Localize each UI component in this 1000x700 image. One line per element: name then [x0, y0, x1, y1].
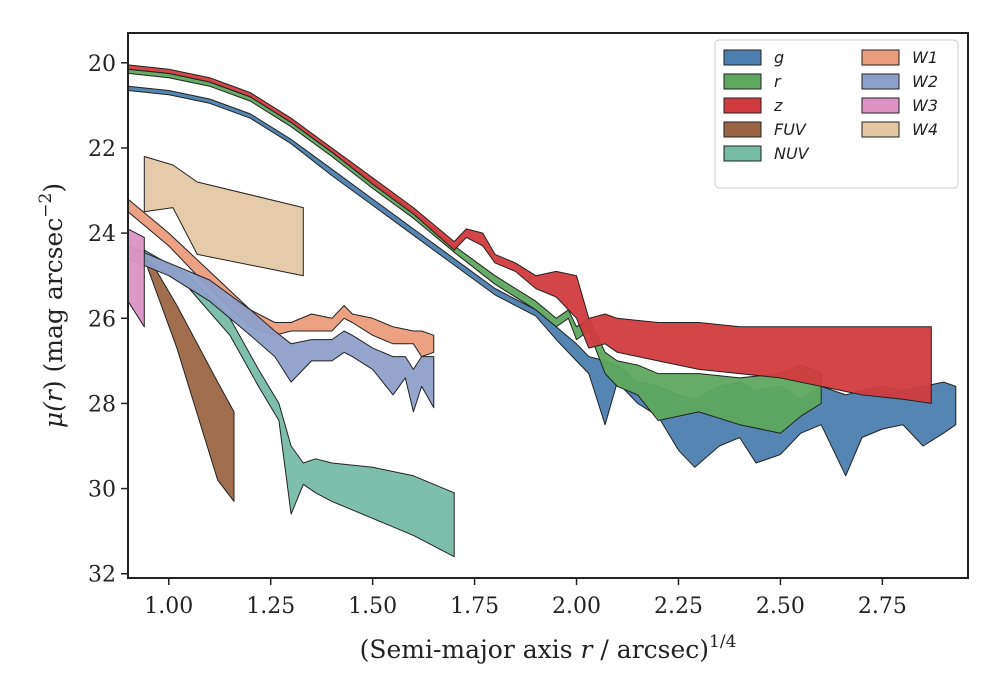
- x-tick-label: 2.00: [552, 594, 601, 619]
- legend-swatch: [861, 49, 900, 66]
- band-nuv: [143, 249, 455, 558]
- legend-swatch: [723, 73, 762, 90]
- x-axis-ticks: 1.00 1.25 1.50 1.75 2.00 2.25 2.50 2.75: [144, 578, 907, 619]
- y-tick-label: 26: [88, 307, 116, 332]
- y-tick-label: 30: [88, 478, 116, 503]
- legend-label: W4: [912, 120, 938, 139]
- legend-label: NUV: [774, 144, 810, 163]
- legend: grz FUV NUV W1 W2 W3 W4: [714, 39, 959, 189]
- legend-label: g: [774, 48, 784, 67]
- legend-label: r: [774, 72, 782, 91]
- legend-item-g: g: [723, 48, 784, 67]
- legend-swatch: [723, 97, 762, 114]
- x-tick-label: 1.75: [450, 594, 499, 619]
- y-tick-label: 24: [88, 222, 116, 247]
- legend-label: W3: [912, 96, 938, 115]
- legend-item-w1: W1: [861, 48, 938, 67]
- legend-item-nuv: NUV: [723, 144, 810, 163]
- band-z: [127, 64, 932, 404]
- band-w3: [127, 228, 145, 328]
- legend-item-r: r: [723, 72, 782, 91]
- legend-swatch: [723, 49, 762, 66]
- band-w4: [143, 156, 304, 277]
- y-tick-label: 28: [88, 392, 116, 417]
- y-tick-label: 32: [88, 563, 116, 588]
- y-tick-label: 20: [88, 52, 116, 77]
- legend-swatch: [723, 145, 762, 162]
- x-tick-label: 1.25: [246, 594, 295, 619]
- legend-item-fuv: FUV: [723, 120, 807, 139]
- y-axis-ticks: 20 22 24 26 28 30 32: [88, 52, 128, 588]
- legend-swatch: [861, 121, 900, 138]
- y-axis-label: μ(r) (mag arcsec−2): [36, 183, 68, 428]
- legend-label: FUV: [774, 120, 807, 139]
- band-fuv: [143, 249, 235, 502]
- legend-swatch: [861, 73, 900, 90]
- legend-label: W2: [912, 72, 938, 91]
- x-axis-label: (Semi-major axis r / arcsec)1/4: [360, 632, 737, 664]
- legend-item-z: z: [723, 96, 783, 115]
- data-bands: [127, 64, 957, 558]
- legend-swatch: [861, 97, 900, 114]
- legend-item-w3: W3: [861, 96, 938, 115]
- x-tick-label: 1.00: [144, 594, 193, 619]
- legend-item-w2: W2: [861, 72, 938, 91]
- y-tick-label: 22: [88, 137, 116, 162]
- x-tick-label: 1.50: [348, 594, 397, 619]
- x-tick-label: 2.25: [654, 594, 703, 619]
- legend-label: z: [773, 96, 783, 115]
- x-tick-label: 2.50: [756, 594, 805, 619]
- plot-frame: [127, 32, 969, 579]
- legend-label: W1: [912, 48, 938, 67]
- band-w2: [127, 245, 435, 413]
- legend-swatch: [723, 121, 762, 138]
- x-tick-label: 2.75: [858, 594, 907, 619]
- legend-item-w4: W4: [861, 120, 938, 139]
